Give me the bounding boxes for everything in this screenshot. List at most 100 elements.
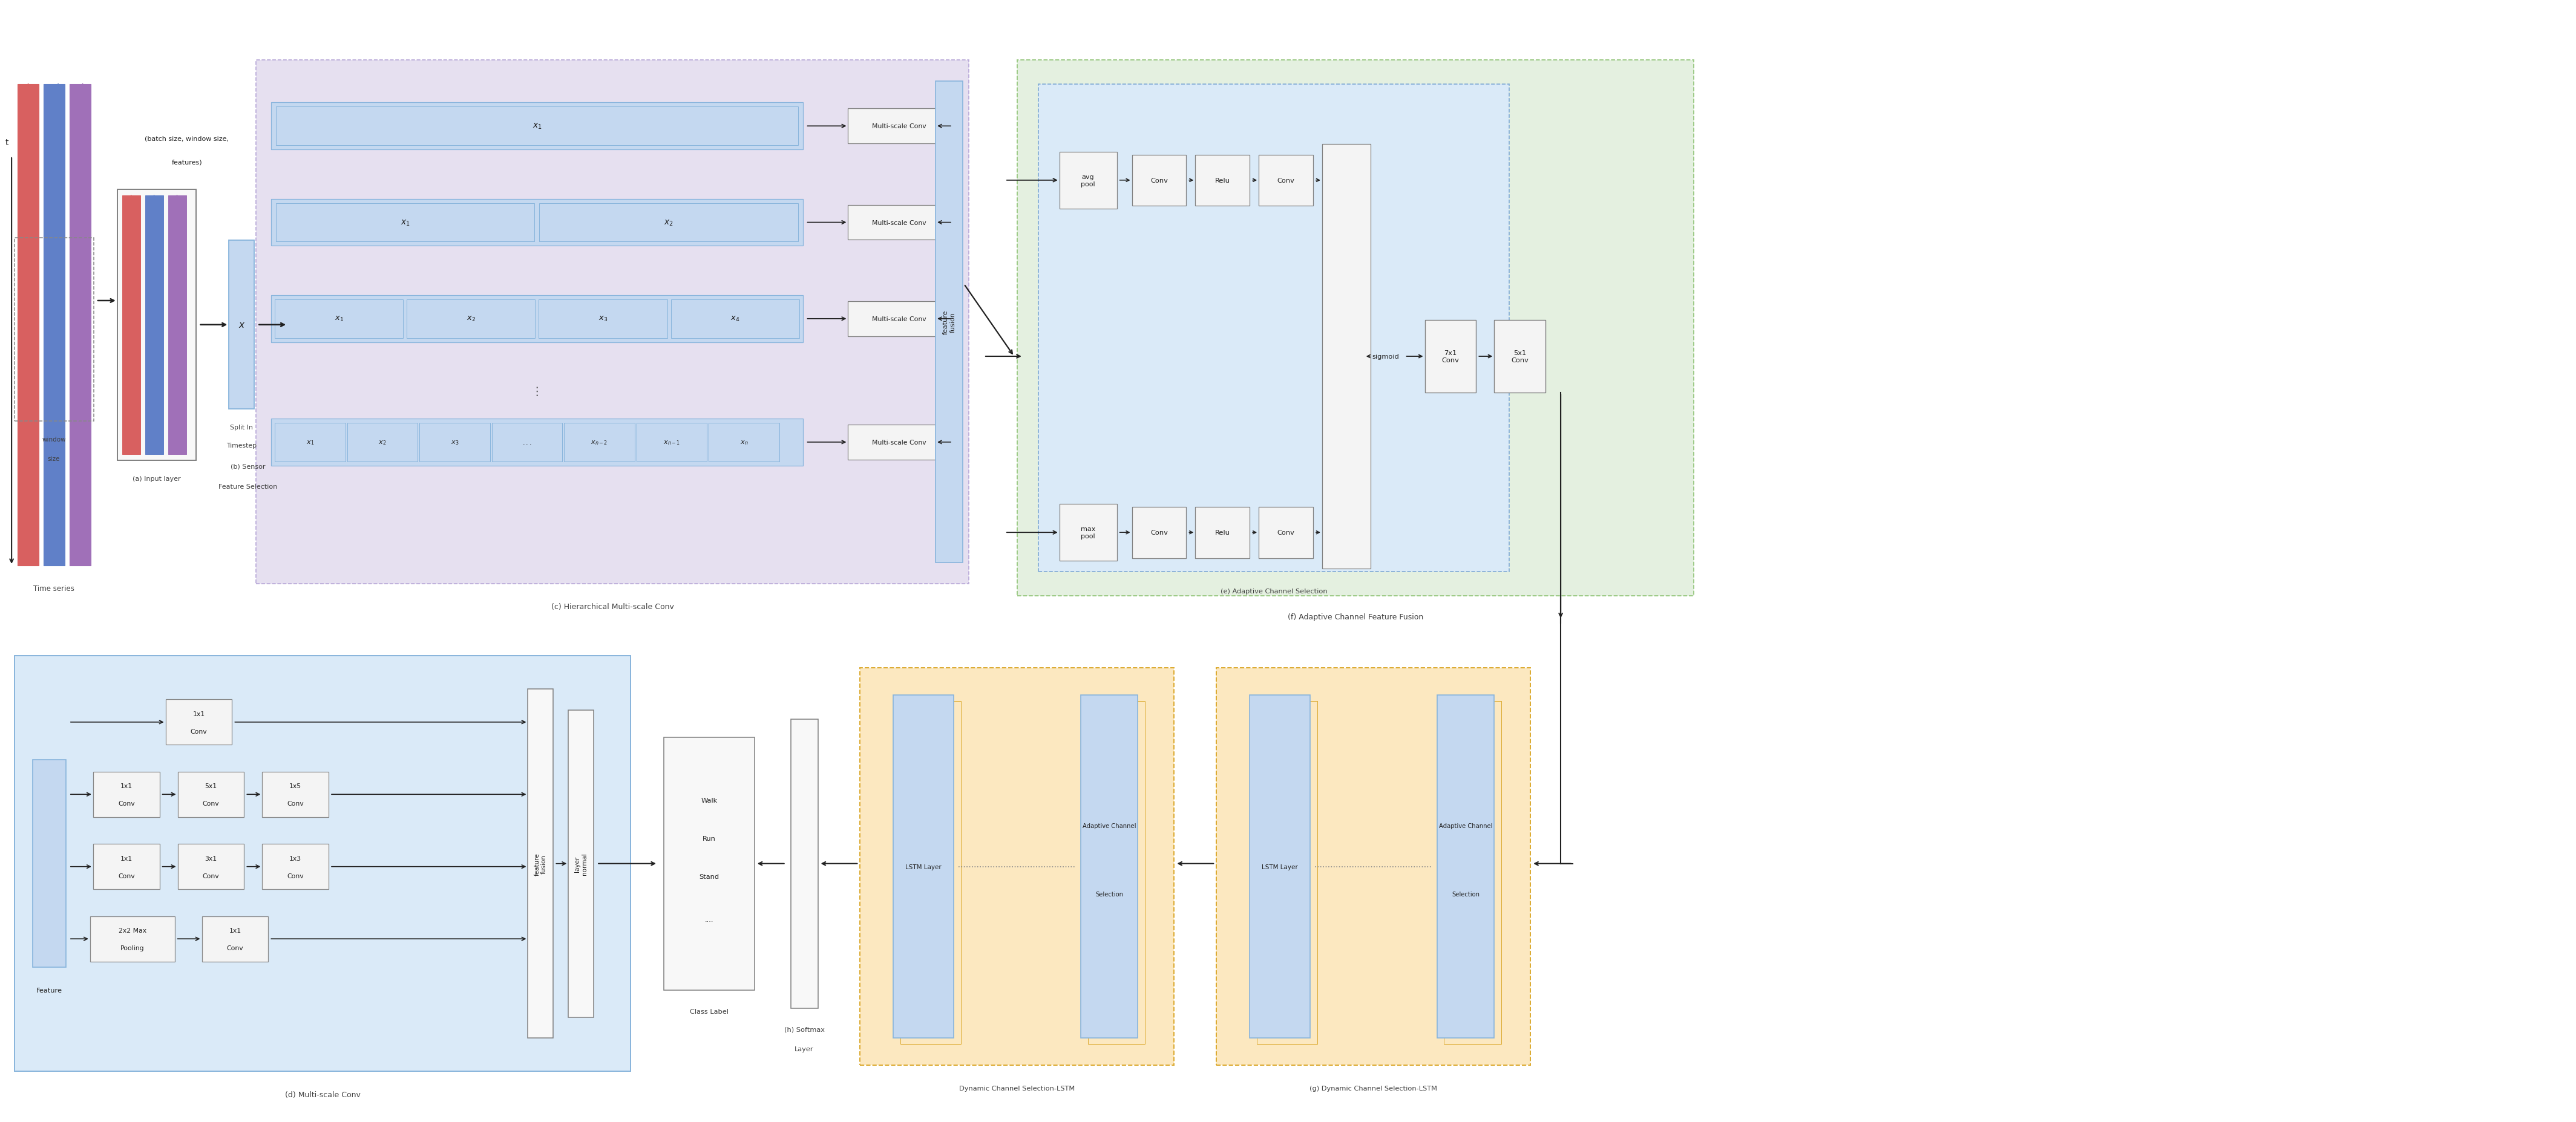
Text: Conv: Conv [1151, 177, 1167, 184]
Text: (a) Input layer: (a) Input layer [131, 476, 180, 481]
Text: Feature: Feature [36, 987, 62, 993]
FancyBboxPatch shape [1437, 696, 1494, 1038]
FancyBboxPatch shape [848, 205, 951, 240]
Text: (d) Multi-scale Conv: (d) Multi-scale Conv [286, 1091, 361, 1098]
FancyBboxPatch shape [270, 295, 804, 342]
Text: layer
normal: layer normal [574, 853, 587, 875]
FancyBboxPatch shape [70, 84, 90, 565]
Text: Conv: Conv [286, 873, 304, 879]
FancyBboxPatch shape [860, 668, 1175, 1065]
Text: feature
fusion: feature fusion [533, 853, 546, 875]
FancyBboxPatch shape [1260, 507, 1314, 559]
Text: $x_{n-2}$: $x_{n-2}$ [590, 439, 608, 447]
Text: 1x1: 1x1 [121, 855, 131, 862]
Text: 1x1: 1x1 [121, 783, 131, 789]
FancyBboxPatch shape [270, 103, 804, 150]
Text: $x_1$: $x_1$ [307, 439, 314, 447]
FancyBboxPatch shape [44, 84, 64, 565]
Text: $x_1$: $x_1$ [399, 219, 410, 227]
Text: Relu: Relu [1216, 530, 1229, 535]
Text: Conv: Conv [118, 873, 134, 879]
Text: Conv: Conv [191, 728, 206, 734]
FancyBboxPatch shape [848, 302, 951, 337]
FancyBboxPatch shape [255, 61, 969, 583]
FancyBboxPatch shape [276, 108, 799, 146]
FancyBboxPatch shape [201, 917, 268, 962]
Text: max
pool: max pool [1082, 526, 1095, 540]
FancyBboxPatch shape [1249, 696, 1311, 1038]
Text: size: size [49, 456, 59, 462]
Text: ⋮: ⋮ [531, 386, 544, 397]
Text: 1x1: 1x1 [193, 711, 206, 717]
Text: Conv: Conv [1151, 530, 1167, 535]
Text: $x_2$: $x_2$ [665, 219, 672, 227]
FancyBboxPatch shape [1260, 155, 1314, 206]
FancyBboxPatch shape [18, 84, 39, 565]
FancyBboxPatch shape [270, 200, 804, 246]
Text: Stand: Stand [698, 873, 719, 880]
Text: 7x1
Conv: 7x1 Conv [1443, 350, 1458, 364]
FancyBboxPatch shape [528, 689, 554, 1038]
Text: Selection: Selection [1095, 891, 1123, 898]
FancyBboxPatch shape [848, 425, 951, 460]
Text: $x$: $x$ [237, 321, 245, 330]
Text: features): features) [173, 159, 201, 166]
FancyBboxPatch shape [538, 203, 799, 242]
FancyBboxPatch shape [276, 203, 536, 242]
FancyBboxPatch shape [492, 423, 562, 461]
Text: Conv: Conv [1278, 177, 1296, 184]
FancyBboxPatch shape [276, 423, 345, 461]
Text: ....: .... [706, 917, 714, 922]
Text: 1x1: 1x1 [229, 928, 242, 934]
Text: (b) Sensor: (b) Sensor [229, 463, 265, 469]
FancyBboxPatch shape [1087, 701, 1146, 1045]
FancyBboxPatch shape [1195, 507, 1249, 559]
Text: LSTM Layer: LSTM Layer [1262, 864, 1298, 870]
FancyBboxPatch shape [1131, 155, 1185, 206]
FancyBboxPatch shape [229, 241, 255, 410]
FancyBboxPatch shape [902, 701, 961, 1045]
FancyBboxPatch shape [708, 423, 778, 461]
FancyBboxPatch shape [1425, 321, 1476, 393]
Text: window: window [41, 436, 67, 442]
FancyBboxPatch shape [167, 195, 185, 454]
FancyBboxPatch shape [1321, 145, 1370, 569]
Text: Class Label: Class Label [690, 1009, 729, 1014]
Text: Pooling: Pooling [121, 945, 144, 951]
Text: (batch size, window size,: (batch size, window size, [144, 136, 229, 141]
Text: $x_2$: $x_2$ [466, 315, 477, 323]
Text: Multi-scale Conv: Multi-scale Conv [873, 220, 927, 226]
FancyBboxPatch shape [407, 300, 536, 339]
FancyBboxPatch shape [791, 719, 817, 1009]
FancyBboxPatch shape [848, 109, 951, 144]
FancyBboxPatch shape [636, 423, 706, 461]
FancyBboxPatch shape [1079, 696, 1139, 1038]
Text: Run: Run [703, 836, 716, 842]
FancyBboxPatch shape [178, 772, 245, 817]
Text: Layer: Layer [793, 1046, 814, 1052]
FancyBboxPatch shape [1038, 84, 1510, 572]
Text: (h) Softmax: (h) Softmax [783, 1027, 824, 1032]
Text: (g) Dynamic Channel Selection-LSTM: (g) Dynamic Channel Selection-LSTM [1309, 1085, 1437, 1092]
FancyBboxPatch shape [263, 844, 330, 890]
Text: Conv: Conv [204, 800, 219, 807]
Text: (f) Adaptive Channel Feature Fusion: (f) Adaptive Channel Feature Fusion [1288, 613, 1422, 620]
Text: sigmoid: sigmoid [1373, 353, 1399, 360]
FancyBboxPatch shape [670, 300, 799, 339]
Text: $x_3$: $x_3$ [451, 439, 459, 447]
Text: Multi-scale Conv: Multi-scale Conv [873, 316, 927, 322]
Text: 2x2 Max: 2x2 Max [118, 928, 147, 934]
Text: Conv: Conv [286, 800, 304, 807]
Text: 1x5: 1x5 [289, 783, 301, 789]
FancyBboxPatch shape [93, 772, 160, 817]
Text: (e) Adaptive Channel Selection: (e) Adaptive Channel Selection [1221, 588, 1327, 595]
FancyBboxPatch shape [564, 423, 634, 461]
FancyBboxPatch shape [1445, 701, 1502, 1045]
FancyBboxPatch shape [93, 844, 160, 890]
Text: Multi-scale Conv: Multi-scale Conv [873, 123, 927, 129]
Text: 1x3: 1x3 [289, 855, 301, 862]
FancyBboxPatch shape [420, 423, 489, 461]
Text: Timestep: Timestep [227, 442, 258, 449]
FancyBboxPatch shape [348, 423, 417, 461]
Text: Dynamic Channel Selection-LSTM: Dynamic Channel Selection-LSTM [958, 1085, 1074, 1092]
